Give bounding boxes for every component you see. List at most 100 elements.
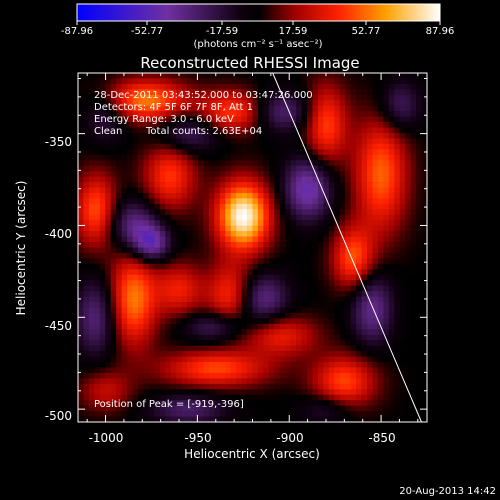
heatmap-cell	[421, 269, 428, 276]
heatmap-cell	[88, 176, 95, 183]
heatmap-cell	[154, 94, 161, 101]
heatmap-cell	[241, 236, 248, 243]
heatmap-cell	[345, 405, 351, 412]
heatmap-cell	[116, 231, 122, 237]
heatmap-cell	[405, 192, 411, 199]
heatmap-cell	[372, 111, 379, 117]
heatmap-cell	[334, 149, 341, 156]
heatmap-cell	[154, 296, 161, 303]
heatmap-cell	[263, 416, 270, 423]
heatmap-cell	[372, 263, 379, 270]
heatmap-cell	[247, 187, 253, 194]
heatmap-cell	[350, 116, 357, 123]
heatmap-cell	[410, 111, 417, 117]
heatmap-cell	[345, 209, 351, 216]
heatmap-cell	[421, 263, 428, 270]
heatmap-cell	[377, 345, 384, 352]
heatmap-cell	[137, 378, 144, 385]
heatmap-cell	[203, 263, 210, 270]
heatmap-cell	[334, 214, 341, 221]
heatmap-cell	[274, 187, 281, 194]
heatmap-cell	[99, 285, 106, 292]
heatmap-cell	[323, 312, 330, 319]
heatmap-cell	[410, 247, 417, 254]
heatmap-cell	[263, 340, 270, 346]
heatmap-cell	[268, 122, 275, 128]
heatmap-cell	[110, 165, 117, 172]
heatmap-cell	[214, 116, 221, 123]
heatmap-cell	[83, 209, 90, 216]
heatmap-cell	[236, 302, 242, 308]
heatmap-cell	[208, 182, 215, 188]
heatmap-cell	[317, 252, 324, 259]
heatmap-cell	[187, 165, 193, 172]
heatmap-cell	[367, 400, 373, 406]
heatmap-cell	[236, 394, 242, 401]
heatmap-cell	[154, 83, 161, 90]
heatmap-cell	[394, 105, 401, 112]
heatmap-cell	[361, 165, 368, 172]
heatmap-cell	[312, 105, 319, 112]
heatmap-cell	[285, 111, 291, 117]
heatmap-cell	[257, 94, 264, 101]
heatmap-cell	[94, 73, 101, 79]
heatmap-cell	[176, 252, 182, 259]
heatmap-cell	[410, 383, 417, 390]
heatmap-cell	[350, 214, 357, 221]
heatmap-cell	[99, 389, 106, 396]
heatmap-cell	[116, 203, 122, 210]
heatmap-cell	[328, 372, 335, 379]
heatmap-cell	[78, 111, 84, 117]
heatmap-cell	[350, 187, 357, 194]
heatmap-cell	[225, 312, 231, 319]
heatmap-cell	[345, 187, 351, 194]
heatmap-cell	[148, 143, 155, 150]
heatmap-cell	[176, 182, 182, 188]
heatmap-cell	[301, 405, 308, 412]
heatmap-cell	[154, 329, 161, 336]
heatmap-cell	[252, 291, 259, 297]
heatmap-cell	[377, 122, 384, 128]
heatmap-cell	[290, 154, 297, 161]
heatmap-cell	[187, 334, 193, 341]
heatmap-cell	[383, 203, 390, 210]
heatmap-cell	[339, 362, 346, 368]
heatmap-cell	[165, 83, 171, 90]
heatmap-cell	[268, 383, 275, 390]
heatmap-cell	[159, 383, 166, 390]
heatmap-cell	[410, 78, 417, 85]
heatmap-cell	[105, 274, 112, 281]
heatmap-cell	[388, 291, 395, 297]
heatmap-cell	[230, 176, 237, 183]
heatmap-cell	[263, 149, 270, 156]
heatmap-cell	[334, 285, 341, 292]
heatmap-cell	[116, 362, 122, 368]
colorbar-tick-5: 87.96	[426, 26, 455, 37]
heatmap-cell	[94, 291, 101, 297]
heatmap-cell	[421, 340, 428, 346]
heatmap-cell	[339, 405, 346, 412]
heatmap-cell	[203, 165, 210, 172]
heatmap-cell	[219, 334, 226, 341]
heatmap-cell	[225, 171, 231, 177]
heatmap-cell	[367, 274, 373, 281]
heatmap-cell	[83, 100, 90, 107]
heatmap-cell	[132, 372, 139, 379]
heatmap-cell	[257, 127, 264, 134]
heatmap-cell	[225, 269, 231, 276]
heatmap-cell	[203, 203, 210, 210]
heatmap-cell	[339, 389, 346, 396]
heatmap-cell	[110, 214, 117, 221]
heatmap-cell	[257, 329, 264, 336]
heatmap-cell	[296, 182, 302, 188]
heatmap-cell	[416, 154, 422, 161]
heatmap-cell	[263, 236, 270, 243]
heatmap-cell	[367, 220, 373, 226]
heatmap-cell	[279, 236, 286, 243]
heatmap-cell	[94, 116, 101, 123]
heatmap-cell	[383, 416, 390, 423]
heatmap-cell	[257, 318, 264, 325]
heatmap-cell	[377, 165, 384, 172]
heatmap-cell	[225, 291, 231, 297]
heatmap-cell	[236, 73, 242, 79]
